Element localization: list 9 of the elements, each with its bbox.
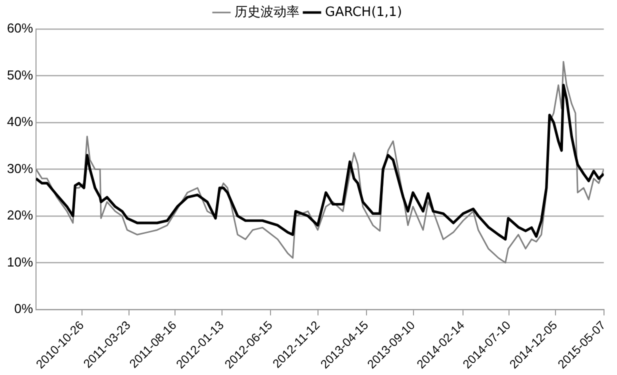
y-tick-label: 30%: [6, 160, 34, 176]
y-tick-label: 0%: [14, 300, 34, 316]
legend-label: 历史波动率: [234, 4, 300, 20]
y-tick-label: 50%: [6, 67, 34, 82]
y-tick-label: 60%: [6, 20, 34, 36]
legend-label: GARCH(1,1): [324, 4, 402, 20]
y-tick-label: 20%: [6, 208, 34, 223]
y-tick-label: 10%: [6, 254, 34, 270]
y-tick-label: 40%: [6, 114, 34, 130]
